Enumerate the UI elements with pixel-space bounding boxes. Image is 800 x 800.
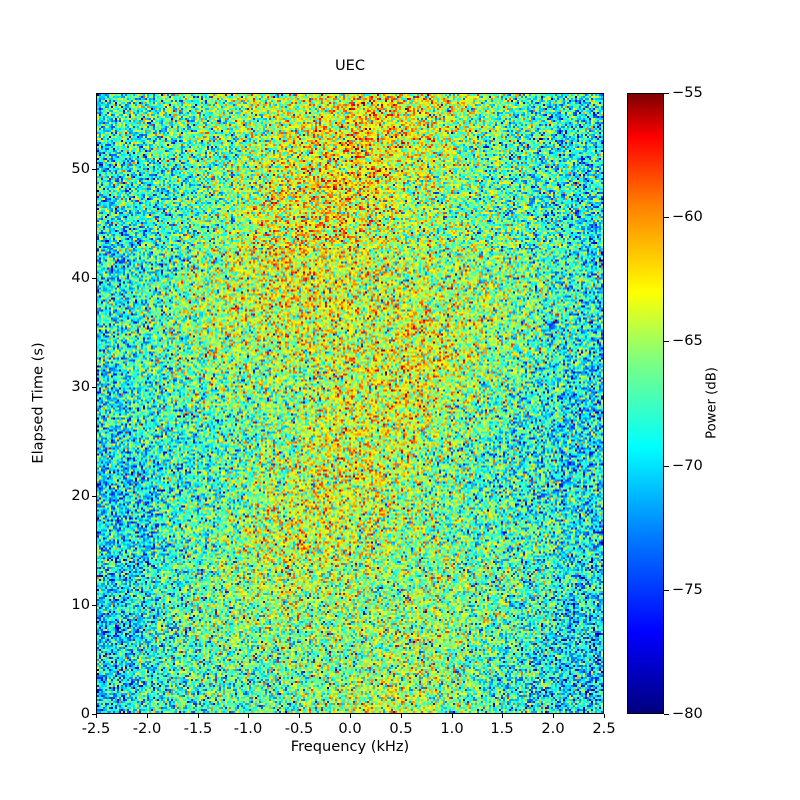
x-tick-mark	[96, 714, 97, 718]
x-tick-label: 2.5	[592, 720, 616, 737]
x-tick-label: -2.0	[132, 720, 162, 737]
x-tick-mark	[553, 714, 554, 718]
colorbar-tick-label: −60	[672, 208, 703, 225]
colorbar-tick-mark	[664, 93, 669, 94]
colorbar-axis-label: Power (dB)	[704, 367, 720, 439]
spectrogram-plot-area	[96, 93, 604, 714]
y-tick-mark	[92, 496, 96, 497]
colorbar-tick-mark	[664, 590, 669, 591]
y-tick-label: 20	[71, 487, 90, 504]
y-tick-label: 40	[71, 269, 90, 286]
y-axis-label: Elapsed Time (s)	[29, 342, 47, 464]
x-tick-mark	[452, 714, 453, 718]
colorbar-tick-mark	[664, 217, 669, 218]
colorbar-tick-mark	[664, 714, 669, 715]
y-tick-label: 10	[71, 596, 90, 613]
x-tick-mark	[502, 714, 503, 718]
y-tick-mark	[92, 387, 96, 388]
x-tick-mark	[198, 714, 199, 718]
colorbar-tick-mark	[664, 466, 669, 467]
colorbar-tick-label: −65	[672, 332, 703, 349]
x-tick-mark	[604, 714, 605, 718]
x-tick-label: -0.5	[284, 720, 314, 737]
colorbar-tick-label: −80	[672, 705, 703, 722]
title-station: UEC	[334, 57, 366, 75]
colorbar-tick-label: −70	[672, 457, 703, 474]
x-tick-mark	[147, 714, 148, 718]
power-colorbar	[627, 93, 664, 714]
x-tick-label: -1.0	[233, 720, 263, 737]
y-tick-label: 30	[71, 378, 90, 395]
x-tick-mark	[350, 714, 351, 718]
y-tick-mark	[92, 605, 96, 606]
colorbar-tick-label: −55	[672, 84, 703, 101]
x-tick-label: -2.5	[81, 720, 111, 737]
x-tick-label: 1.5	[490, 720, 514, 737]
x-tick-mark	[299, 714, 300, 718]
y-tick-mark	[92, 169, 96, 170]
x-tick-mark	[401, 714, 402, 718]
y-tick-label: 50	[71, 160, 90, 177]
x-tick-label: -1.5	[183, 720, 213, 737]
x-tick-label: 0.0	[338, 720, 362, 737]
y-tick-mark	[92, 714, 96, 715]
x-tick-label: 0.5	[389, 720, 413, 737]
x-axis-label: Frequency (kHz)	[290, 738, 410, 755]
colorbar-tick-mark	[664, 341, 669, 342]
x-tick-mark	[248, 714, 249, 718]
spectrogram-image	[97, 94, 603, 713]
x-tick-label: 2.0	[541, 720, 565, 737]
y-tick-label: 0	[80, 705, 90, 722]
x-tick-label: 1.0	[440, 720, 464, 737]
y-tick-mark	[92, 278, 96, 279]
colorbar-tick-label: −75	[672, 581, 703, 598]
